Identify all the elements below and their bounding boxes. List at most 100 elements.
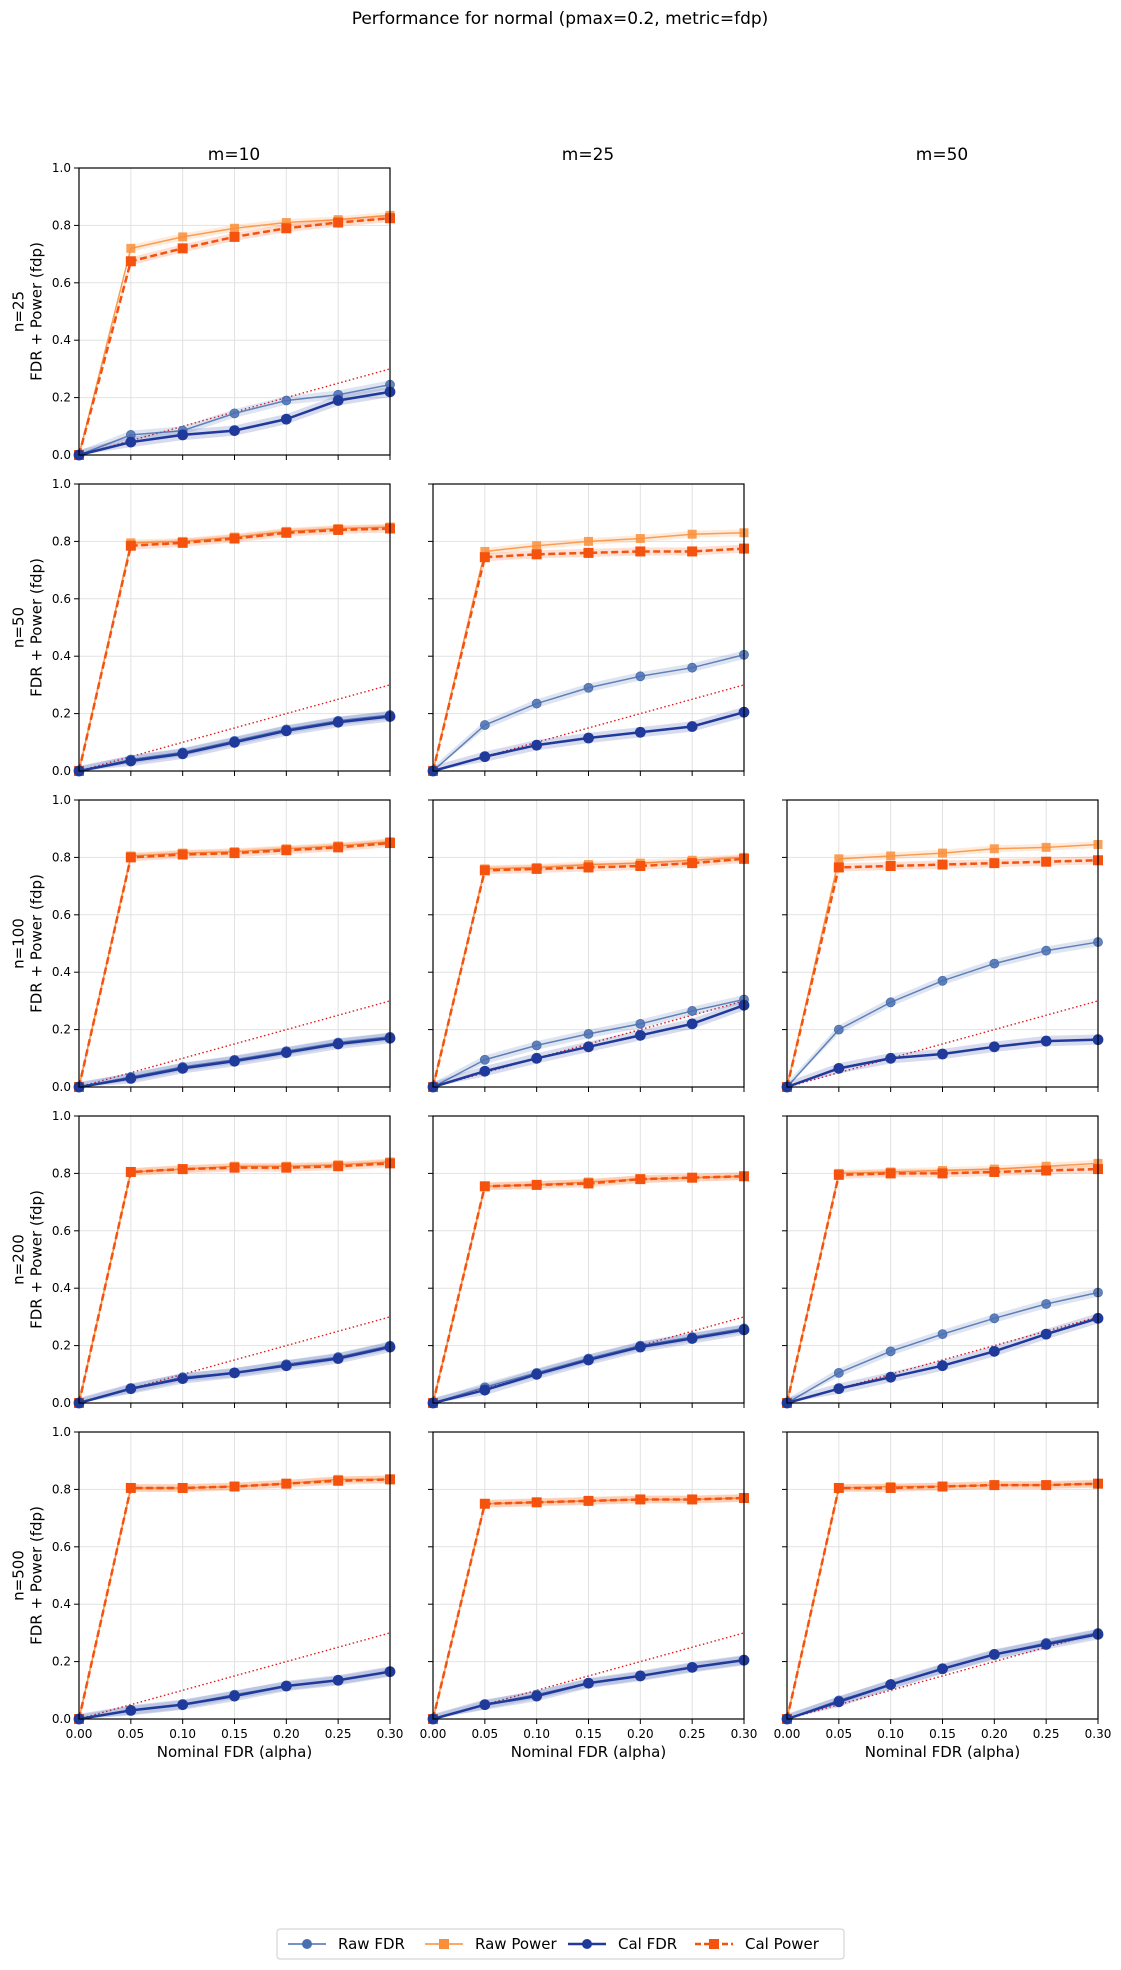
- data-point: [177, 748, 189, 760]
- data-point: [989, 844, 999, 854]
- panel-n200-m50: [781, 1115, 1104, 1409]
- confidence-band: [787, 1628, 1098, 1719]
- x-tick-label: 0.20: [981, 1727, 1008, 1741]
- data-point: [988, 1345, 1000, 1357]
- data-point: [833, 862, 844, 873]
- plot-frame: [432, 1115, 745, 1404]
- y-tick-label: 1.0: [52, 161, 71, 175]
- data-point: [229, 1055, 240, 1067]
- confidence-band: [787, 1629, 1098, 1719]
- row-label-n: n=25: [9, 291, 27, 332]
- y-tick-label: 0.6: [52, 1224, 71, 1238]
- data-point: [333, 842, 344, 853]
- y-tick-label: 0.6: [52, 1540, 71, 1554]
- data-point: [280, 413, 292, 425]
- data-point: [281, 218, 291, 228]
- data-point: [177, 429, 189, 441]
- data-point: [177, 1164, 188, 1175]
- data-point: [281, 1162, 292, 1173]
- data-point: [177, 1062, 189, 1074]
- data-point: [333, 1161, 344, 1172]
- data-point: [583, 1041, 594, 1053]
- data-point: [1040, 1035, 1052, 1047]
- data-point: [833, 1367, 844, 1378]
- data-point: [885, 1346, 896, 1357]
- data-point: [531, 1052, 543, 1064]
- data-point: [479, 1699, 491, 1711]
- data-point: [583, 547, 594, 558]
- data-point: [834, 854, 844, 864]
- data-point: [333, 524, 344, 535]
- x-tick-label: 0.00: [774, 1727, 801, 1741]
- x-tick-label: 0.05: [825, 1727, 852, 1741]
- legend-marker: [709, 1939, 719, 1949]
- data-point: [531, 1040, 542, 1051]
- data-point: [635, 861, 646, 872]
- data-point: [635, 671, 646, 682]
- x-tick-label: 0.25: [1033, 1727, 1060, 1741]
- data-point: [479, 552, 490, 563]
- x-tick-label: 0.15: [929, 1727, 956, 1741]
- panel-n25-m10: 0.0 0.2 0.4 0.6 0.8 1.0 n=25FDR + Power (fdp): [9, 161, 396, 462]
- legend-marker: [302, 1939, 312, 1949]
- data-point: [280, 1360, 292, 1372]
- row-label: n=500FDR + Power (fdp): [9, 1506, 45, 1645]
- series-cal-fdr: [427, 999, 750, 1093]
- plot-frame: [786, 1431, 1099, 1720]
- x-axis-label: Nominal FDR (alpha): [511, 1743, 666, 1761]
- data-point: [687, 1006, 698, 1016]
- legend-marker: [439, 1939, 449, 1949]
- legend-box: [276, 1928, 845, 1960]
- x-tick-label: 0.05: [117, 1727, 144, 1741]
- data-point: [125, 1482, 136, 1493]
- column-title-m25: m=25: [562, 145, 614, 165]
- x-axis-label: Nominal FDR (alpha): [865, 1743, 1020, 1761]
- panel-n50-m25: [427, 483, 750, 777]
- plot-frame: [78, 483, 391, 772]
- x-tick-label: 0.00: [66, 1727, 93, 1741]
- data-point: [583, 1178, 594, 1189]
- legend-item-raw-power: Raw Power: [425, 1935, 558, 1953]
- y-axis-label: FDR + Power (fdp): [27, 1190, 45, 1329]
- data-point: [1041, 1299, 1052, 1309]
- data-point: [531, 739, 543, 751]
- data-point: [125, 256, 136, 267]
- data-point: [479, 1498, 490, 1509]
- data-point: [229, 736, 240, 748]
- plot-frame: [786, 799, 1099, 1088]
- reference-line: [432, 684, 745, 772]
- data-point: [989, 1166, 1000, 1177]
- data-point: [583, 862, 594, 873]
- legend-label: Cal Power: [745, 1935, 820, 1953]
- data-point: [229, 1481, 240, 1492]
- data-point: [230, 223, 239, 233]
- legend-label: Raw FDR: [338, 1935, 405, 1953]
- data-point: [229, 231, 240, 242]
- y-axis-label: FDR + Power (fdp): [27, 242, 45, 381]
- legend-label: Cal FDR: [618, 1935, 677, 1953]
- y-tick-label: 0.4: [52, 649, 71, 663]
- data-point: [989, 1480, 1000, 1491]
- data-point: [229, 1690, 240, 1702]
- data-point: [229, 425, 240, 437]
- data-point: [125, 540, 136, 551]
- plot-frame: [78, 167, 391, 456]
- data-point: [177, 1699, 189, 1711]
- y-tick-label: 0.2: [52, 1339, 71, 1353]
- data-point: [281, 845, 292, 856]
- y-tick-label: 0.0: [52, 1080, 71, 1094]
- data-point: [989, 858, 1000, 869]
- data-point: [281, 527, 292, 538]
- y-tick-label: 0.0: [52, 1396, 71, 1410]
- data-point: [635, 1018, 646, 1029]
- data-point: [635, 1494, 646, 1505]
- reference-line: [78, 1000, 391, 1088]
- y-axis-label: FDR + Power (fdp): [27, 558, 45, 697]
- data-point: [125, 436, 137, 448]
- data-point: [885, 1482, 896, 1493]
- data-point: [531, 549, 542, 560]
- legend: Raw FDR Raw Power Cal FDR Cal Power: [276, 1928, 845, 1960]
- data-point: [229, 848, 240, 859]
- data-point: [635, 534, 645, 544]
- data-point: [687, 1494, 698, 1505]
